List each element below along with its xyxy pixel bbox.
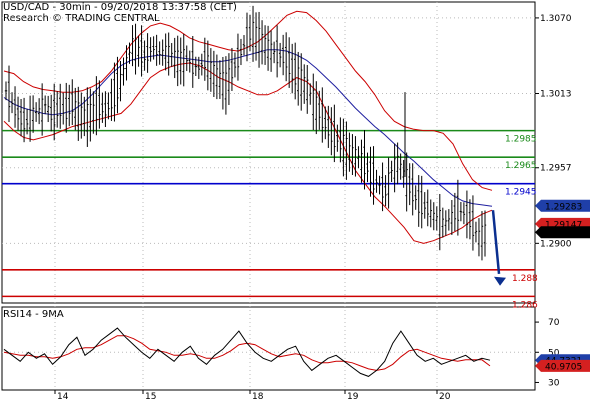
moving-average-line — [3, 49, 493, 207]
y-tick-label: 1.3070 — [540, 14, 572, 24]
rsi-title: RSI14 - 9MA — [3, 309, 64, 320]
value-box-last — [535, 226, 590, 239]
rsi-panel-frame — [1, 306, 536, 391]
rsi-line — [3, 327, 491, 377]
bollinger-upper-line — [3, 10, 493, 191]
y-tick-label: 1.2957 — [540, 164, 572, 174]
level-label: 1.288 — [512, 274, 538, 284]
rsi-value-box-label: 40.9705 — [545, 362, 582, 372]
x-tick-label: 14 — [57, 392, 69, 400]
rsi-ma-line — [3, 335, 491, 371]
value-box-label: 1.29084 — [545, 229, 582, 239]
rsi-value-box-ma — [535, 359, 590, 372]
value-box-label: 1.29283 — [545, 202, 582, 212]
level-label: 1.2945 — [505, 188, 537, 198]
rsi-y-tick-label: 50 — [548, 348, 560, 358]
chart-source: Research © TRADING CENTRAL — [3, 13, 160, 24]
value-box-label: 1.29147 — [545, 220, 582, 230]
bollinger-lower-line — [3, 62, 493, 244]
x-tick-label: 19 — [347, 392, 359, 400]
rsi-y-tick-label: 70 — [548, 318, 560, 328]
level-label: 1.2965 — [505, 161, 537, 171]
x-tick-label: 18 — [252, 392, 264, 400]
value-box-upper — [535, 199, 590, 212]
rsi-y-tick-label: 30 — [548, 378, 560, 388]
level-label: 1.2985 — [505, 135, 537, 145]
x-tick-label: 20 — [439, 392, 451, 400]
price-panel-frame — [1, 1, 536, 304]
level-label: 1.286 — [512, 300, 538, 310]
y-tick-label: 1.2900 — [540, 239, 572, 249]
chart-title: USD/CAD - 30min - 09/20/2018 13:37:58 (C… — [3, 2, 237, 13]
y-tick-label: 1.3013 — [540, 89, 572, 99]
forecast-arrow-shaft — [491, 210, 501, 274]
x-tick-label: 15 — [145, 392, 156, 400]
forecast-arrow-head — [494, 276, 506, 286]
